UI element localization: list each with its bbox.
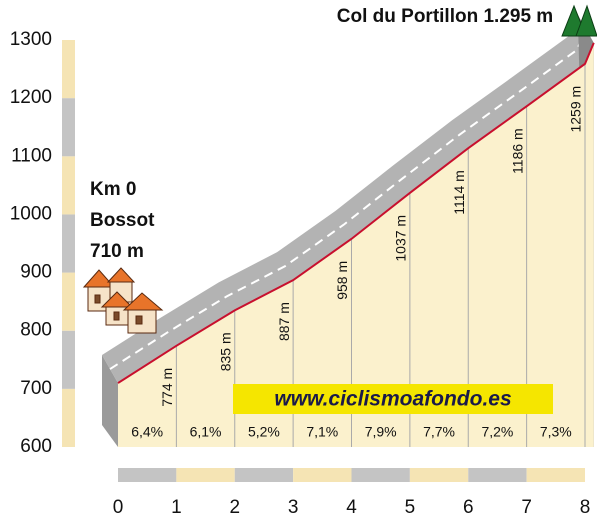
axis-band — [526, 468, 585, 482]
watermark-banner — [233, 384, 553, 414]
y-tick-label: 800 — [20, 320, 52, 341]
x-tick-label: 3 — [288, 497, 299, 518]
axis-band — [351, 468, 410, 482]
gradient-label: 7,1% — [306, 424, 338, 440]
start-km: Km 0 — [90, 179, 136, 200]
x-tick-label: 5 — [405, 497, 416, 518]
x-tick-label: 2 — [229, 497, 240, 518]
profile-line — [117, 42, 595, 384]
axis-band — [62, 330, 75, 389]
elevation-label: 1037 m — [393, 215, 409, 262]
axis-band — [62, 388, 75, 447]
axis-band — [62, 214, 75, 273]
axis-band — [468, 468, 527, 482]
trees-icon — [561, 4, 597, 37]
elevation-label: 1259 m — [568, 86, 584, 133]
elevation-label: 958 m — [334, 261, 350, 300]
chart-title: Col du Portillon 1.295 m — [337, 6, 553, 27]
road-centerline — [109, 28, 587, 370]
gradient-label: 7,7% — [423, 424, 455, 440]
gradient-label: 5,2% — [248, 424, 280, 440]
gradient-label: 6,1% — [190, 424, 222, 440]
y-tick-label: 1000 — [10, 203, 52, 224]
gradient-label: 6,4% — [131, 424, 163, 440]
x-tick-label: 1 — [171, 497, 182, 518]
axis-band — [176, 468, 235, 482]
road-ribbon — [102, 14, 594, 384]
elevation-label: 1114 m — [451, 170, 467, 215]
road-side — [102, 355, 118, 447]
gradient-label: 7,9% — [365, 424, 397, 440]
axis-band — [62, 156, 75, 215]
elevation-label: 774 m — [159, 368, 175, 407]
x-tick-label: 4 — [346, 497, 357, 518]
y-tick-label: 700 — [20, 378, 52, 399]
y-tick-label: 600 — [20, 436, 52, 457]
houses-icon — [82, 267, 164, 334]
layer: 600 700 800 900 1000 1100 1200 1300 0 1 2 3 4 5 6 7 8 — [10, 14, 595, 518]
start-name: Bossot — [90, 210, 155, 231]
elevation-label: 1186 m — [509, 128, 525, 174]
elevation-label: 887 m — [276, 302, 292, 341]
axis-band — [62, 98, 75, 157]
x-tick-label: 7 — [521, 497, 532, 518]
watermark: www.ciclismoafondo.es — [274, 388, 511, 411]
x-tick-label: 6 — [463, 497, 474, 518]
start-elevation: 710 m — [90, 241, 144, 262]
elevation-label: 835 m — [217, 332, 233, 371]
axis-band — [118, 468, 177, 482]
y-tick-label: 1300 — [10, 29, 52, 50]
y-tick-label: 1200 — [10, 87, 52, 108]
axis-band — [409, 468, 469, 482]
y-tick-label: 1100 — [11, 145, 52, 166]
gradient-label: 7,2% — [481, 424, 513, 440]
axis-band — [293, 468, 352, 482]
axis-band — [234, 468, 294, 482]
axis-band — [62, 40, 75, 99]
layer: 774 m 835 m 887 m 958 m 1037 m 1114 m 1186 m 12… — [131, 86, 583, 440]
y-tick-label: 900 — [20, 262, 52, 283]
x-tick-label: 8 — [580, 497, 591, 518]
x-tick-label: 0 — [113, 497, 124, 518]
axis-band — [62, 272, 75, 331]
gradient-label: 7,3% — [540, 424, 572, 440]
